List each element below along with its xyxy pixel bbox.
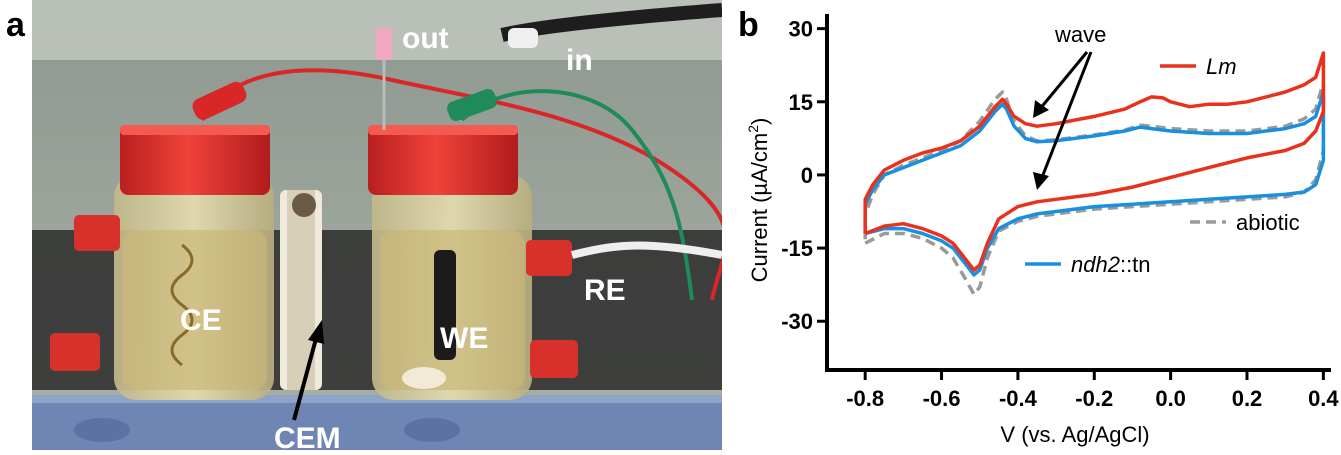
x-axis-title: V (vs. Ag/AgCl) <box>1000 422 1149 447</box>
legend-label: abiotic <box>1236 210 1300 235</box>
x-tick-label: 0.2 <box>1232 386 1263 411</box>
x-tick-label: 0.4 <box>1308 386 1339 411</box>
y-axis-title: Current (µA/cm2) <box>745 118 772 283</box>
wave-arrow-1-head <box>1033 100 1049 118</box>
ce-liquid <box>122 230 267 390</box>
legend-label: ndh2::tn <box>1071 252 1151 277</box>
y-tick-label: 30 <box>789 17 813 42</box>
legend-label: Lm <box>1206 54 1237 79</box>
label-cem: CEM <box>274 422 341 450</box>
cem-arrow-shaft <box>292 334 319 421</box>
stir-bar <box>402 367 446 389</box>
side-port-ce-upper <box>74 215 120 251</box>
wave-arrow-2-head <box>1033 172 1049 190</box>
cem-arrow-head <box>308 320 324 344</box>
photo-panel: out in CE WE RE CEM <box>32 0 728 455</box>
green-wire <box>460 89 694 301</box>
stir-plate-knob-right <box>404 418 460 442</box>
needle-hub <box>376 28 392 60</box>
panel-letter-b: b <box>738 6 759 44</box>
stir-plate-base <box>32 395 722 450</box>
we-carbon-electrode <box>434 250 456 360</box>
label-in: in <box>566 44 593 77</box>
series-line-lm <box>863 51 1326 272</box>
electrochemical-cell-photo: out in CE WE RE CEM <box>32 0 728 455</box>
green-alligator-clip <box>447 89 497 121</box>
x-tick-label: -0.6 <box>923 386 961 411</box>
y-tick-label: 0 <box>801 163 813 188</box>
y-tick-label: 15 <box>789 90 813 115</box>
label-ce: CE <box>180 304 222 337</box>
label-re: RE <box>584 274 626 307</box>
input-connector <box>508 28 538 48</box>
y-tick-label: -30 <box>781 309 813 334</box>
red-alligator-clip <box>192 81 247 120</box>
wave-annotation: wave <box>1054 22 1106 47</box>
clamp-screw <box>292 193 316 217</box>
ce-cap <box>120 125 270 195</box>
x-tick-label: -0.4 <box>999 386 1038 411</box>
stir-plate-knob-left <box>74 418 130 442</box>
stir-plate-edge <box>32 395 722 403</box>
axis-layer: 30 15 0 -15 -30 -0.8 -0.6 -0.4 -0.2 0.0 0.2 0.4 <box>781 14 1339 411</box>
x-tick-label: -0.2 <box>1075 386 1113 411</box>
panel-letter-a: a <box>6 6 25 44</box>
x-tick-label: -0.8 <box>846 386 884 411</box>
label-out: out <box>402 22 449 55</box>
re-wire <box>571 241 723 259</box>
side-port-ce-lower <box>50 333 100 371</box>
ce-coil-electrode <box>170 243 194 367</box>
we-cap <box>368 125 518 195</box>
series-line-ndh2--tn <box>863 90 1326 277</box>
side-port-we-lower <box>530 340 578 378</box>
wave-arrow-2 <box>1039 51 1093 181</box>
ce-cap-top <box>120 125 270 135</box>
side-port-re <box>526 240 572 276</box>
x-tick-label: 0.0 <box>1155 386 1186 411</box>
we-cap-top <box>368 125 518 135</box>
wave-arrow-1 <box>1037 51 1089 111</box>
series-line-abiotic <box>863 80 1326 297</box>
y-tick-label: -15 <box>781 236 813 261</box>
label-we: WE <box>440 322 488 355</box>
